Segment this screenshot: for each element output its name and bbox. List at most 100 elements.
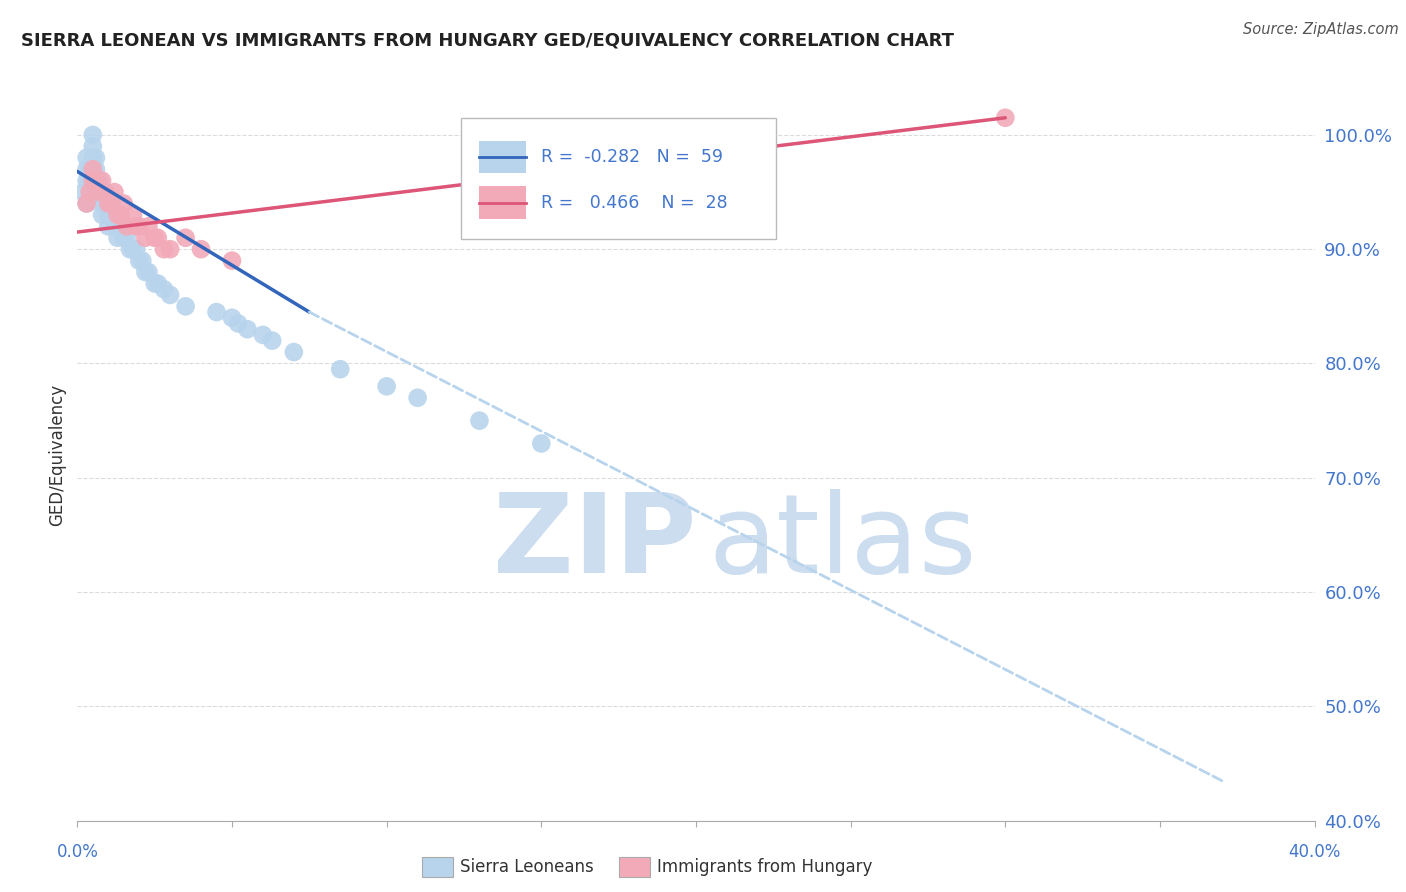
Text: ZIP: ZIP (492, 489, 696, 596)
Point (82, 128, 104, 142)
Point (103, 219, 125, 234)
Text: 0.0%: 0.0% (56, 843, 98, 861)
Point (107, 208, 129, 222)
Point (97, 196, 120, 211)
Point (87, 174, 110, 188)
Text: Immigrants from Hungary: Immigrants from Hungary (657, 858, 872, 876)
Point (94, 185, 117, 199)
Point (84, 162, 107, 177)
Point (122, 208, 145, 222)
Point (112, 231, 135, 245)
Point (79, 185, 101, 199)
Point (110, 219, 132, 234)
Point (82, 151, 104, 165)
Point (82, 185, 104, 199)
Point (87, 185, 110, 199)
Point (226, 317, 249, 331)
Point (143, 231, 166, 245)
Point (205, 305, 228, 319)
Point (84, 174, 107, 188)
Point (76, 196, 98, 211)
Point (138, 219, 160, 234)
Point (91, 174, 114, 188)
Point (100, 196, 122, 211)
Point (174, 231, 197, 245)
Point (94, 196, 117, 211)
Point (122, 242, 145, 256)
Point (994, 111, 1017, 125)
Point (103, 185, 125, 199)
Point (125, 219, 148, 234)
Point (103, 208, 125, 222)
Point (112, 196, 135, 211)
Point (79, 185, 101, 199)
Point (94, 185, 117, 199)
Point (159, 242, 181, 256)
Point (221, 253, 243, 268)
Point (107, 231, 129, 245)
Point (159, 288, 181, 302)
Point (87, 185, 110, 199)
Text: SIERRA LEONEAN VS IMMIGRANTS FROM HUNGARY GED/EQUIVALENCY CORRELATION CHART: SIERRA LEONEAN VS IMMIGRANTS FROM HUNGAR… (21, 31, 955, 49)
Point (107, 219, 129, 234)
Point (174, 299, 197, 313)
Point (118, 242, 141, 256)
Point (82, 139, 104, 153)
Point (100, 196, 122, 211)
Point (125, 242, 148, 256)
Point (252, 327, 274, 342)
Point (134, 231, 156, 245)
Point (128, 219, 150, 234)
Point (236, 322, 259, 336)
Text: R =   0.466    N =  28: R = 0.466 N = 28 (541, 194, 728, 211)
FancyBboxPatch shape (479, 186, 526, 219)
Point (283, 345, 305, 359)
Point (76, 151, 98, 165)
Text: R =  -0.282   N =  59: R = -0.282 N = 59 (541, 148, 723, 166)
Point (100, 208, 122, 222)
Text: atlas: atlas (709, 489, 977, 596)
Point (131, 253, 153, 268)
Point (143, 277, 166, 291)
Point (84, 174, 107, 188)
Point (91, 196, 114, 211)
Point (84, 151, 107, 165)
Text: Sierra Leoneans: Sierra Leoneans (460, 858, 593, 876)
Point (138, 265, 160, 279)
Point (79, 162, 101, 177)
Point (115, 231, 138, 245)
Point (79, 174, 101, 188)
Point (375, 379, 398, 393)
Y-axis label: GED/Equivalency: GED/Equivalency (48, 384, 66, 526)
Point (146, 231, 169, 245)
Point (72, 185, 94, 199)
Point (76, 162, 98, 177)
Point (82, 162, 104, 177)
Point (76, 196, 98, 211)
Point (262, 334, 284, 348)
Point (153, 282, 176, 296)
Point (329, 362, 352, 376)
Point (190, 242, 212, 256)
Text: Source: ZipAtlas.com: Source: ZipAtlas.com (1243, 22, 1399, 37)
FancyBboxPatch shape (461, 119, 776, 239)
Point (134, 265, 156, 279)
Point (82, 174, 104, 188)
FancyBboxPatch shape (479, 141, 526, 173)
Point (97, 196, 120, 211)
Point (91, 208, 114, 222)
Point (221, 310, 243, 325)
Point (146, 277, 169, 291)
Point (97, 208, 120, 222)
Point (468, 414, 491, 428)
Text: 40.0%: 40.0% (1288, 843, 1341, 861)
Point (91, 185, 114, 199)
Point (82, 162, 104, 177)
Point (115, 219, 138, 234)
Point (530, 436, 553, 450)
Point (97, 219, 120, 234)
Point (406, 391, 429, 405)
Point (76, 174, 98, 188)
Point (110, 208, 132, 222)
Point (128, 253, 150, 268)
